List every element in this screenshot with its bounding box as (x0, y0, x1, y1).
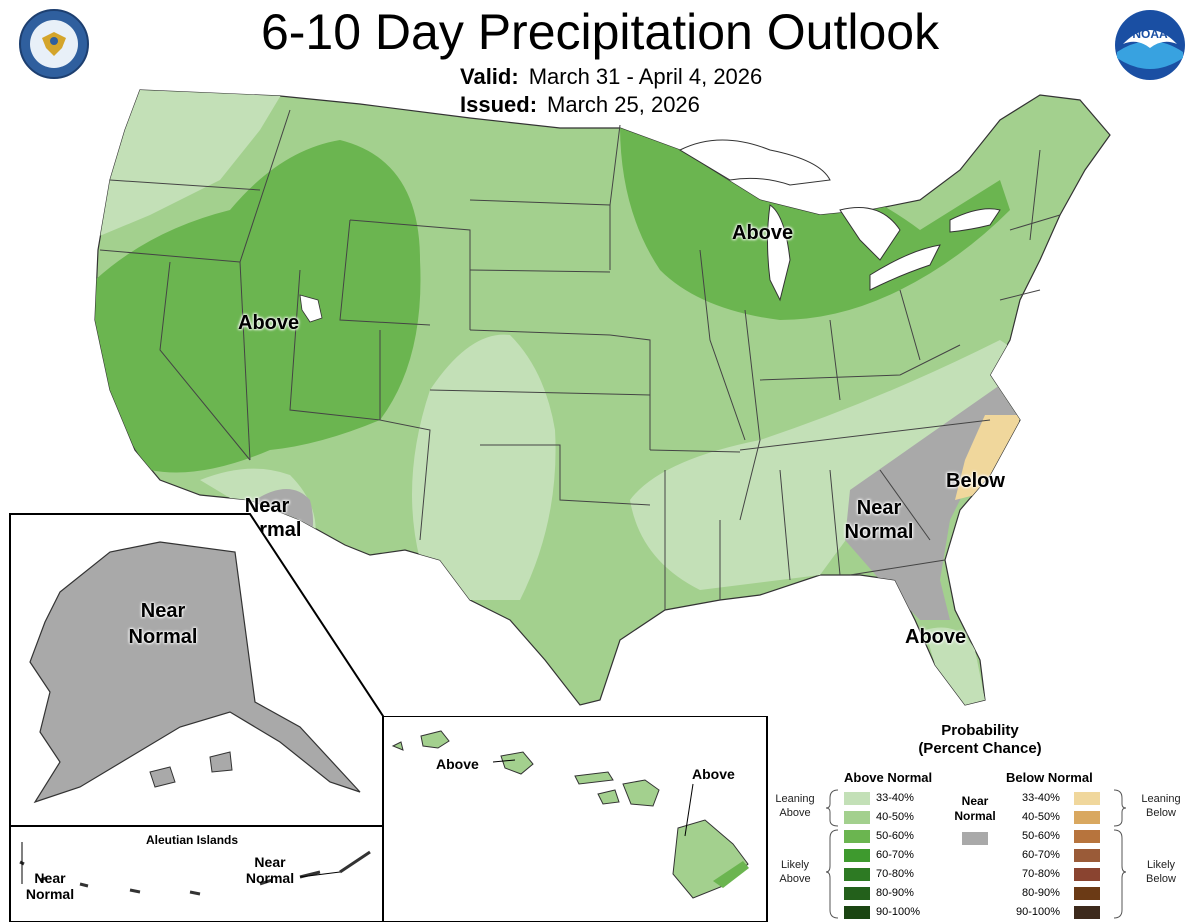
west-likely-above (95, 140, 421, 473)
pct-below-80-90: 80-90% (1022, 887, 1060, 899)
label-west-above: Above (238, 312, 300, 334)
issued-label: Issued: (460, 92, 538, 117)
legend-leaning-below: Leaning Below (1134, 792, 1188, 820)
label-hawaii-oahu-above: Above (436, 756, 479, 772)
legend-likely-above: Likely Above (768, 858, 822, 886)
pct-below-40-50: 40-50% (1022, 811, 1060, 823)
valid-value: March 31 - April 4, 2026 (528, 64, 763, 89)
swatch-above-60-70 (844, 849, 870, 862)
legend-likely-above-line1: Likely (780, 859, 810, 871)
pct-below-50-60: 50-60% (1022, 830, 1060, 842)
pct-below-60-70: 60-70% (1022, 849, 1060, 861)
pct-above-33-40: 33-40% (876, 792, 914, 804)
pct-below-70-80: 70-80% (1022, 868, 1060, 880)
swatch-above-33-40 (844, 792, 870, 805)
label-carolina-below: Below (946, 470, 1005, 492)
swatch-below-70-80 (1074, 868, 1100, 881)
swatch-above-50-60 (844, 830, 870, 843)
big-island-likely-above (713, 861, 749, 888)
legend-above-heading: Above Normal (844, 770, 933, 785)
pct-above-50-60: 50-60% (876, 830, 914, 842)
swatch-above-70-80 (844, 868, 870, 881)
legend-title-line1: Probability (941, 722, 1019, 739)
pacific-northwest-leaning-above (95, 90, 290, 240)
legend-below-braces (1113, 789, 1127, 919)
swatch-near-normal (962, 832, 988, 845)
label-aleutian-west-near-normal: Near Normal (25, 870, 75, 902)
pct-above-60-70: 60-70% (876, 849, 914, 861)
legend-leaning-above-line1: Leaning (775, 793, 815, 805)
southeast-leaning-above (630, 340, 1030, 590)
legend-near-normal-line1: Near (961, 794, 989, 808)
swatch-below-90-100 (1074, 906, 1100, 919)
pct-above-90-100: 90-100% (876, 906, 921, 918)
pct-above-40-50: 40-50% (876, 811, 914, 823)
legend-likely-below: Likely Below (1134, 858, 1188, 886)
swatch-below-40-50 (1074, 811, 1100, 824)
legend-near-normal-line2: Normal (954, 809, 996, 823)
lake-superior (678, 139, 831, 186)
issued-date: Issued: March 25, 2026 (460, 92, 700, 118)
pct-below-90-100: 90-100% (1016, 906, 1061, 918)
pct-above-70-80: 70-80% (876, 868, 914, 880)
legend-title: Probability (Percent Chance) (880, 722, 1080, 758)
pct-below-33-40: 33-40% (1022, 792, 1060, 804)
lake-ontario (949, 208, 1001, 233)
swatch-below-33-40 (1074, 792, 1100, 805)
lake-michigan (767, 204, 791, 302)
label-hawaii-big-island-above: Above (692, 766, 735, 782)
label-aleutian-east-near-normal: Near Normal (245, 854, 295, 886)
kauai (420, 730, 450, 749)
label-midwest-above: Above (732, 222, 794, 244)
swatch-above-80-90 (844, 887, 870, 900)
probability-legend: Probability (Percent Chance) Above Norma… (760, 722, 1200, 922)
hawaii-inset (383, 716, 768, 922)
alaska-near-normal (29, 541, 361, 804)
legend-leaning-above: Leaning Above (768, 792, 822, 820)
southern-plains-leaning-above (412, 334, 556, 600)
page-title: 6-10 Day Precipitation Outlook (260, 4, 940, 60)
legend-leaning-below-line2: Below (1146, 807, 1176, 819)
legend-leaning-below-line1: Leaning (1141, 793, 1181, 805)
legend-title-line2: (Percent Chance) (918, 740, 1042, 757)
lake-erie (869, 244, 941, 291)
swatch-below-80-90 (1074, 887, 1100, 900)
carolina-leaning-below (955, 415, 1020, 500)
valid-dates: Valid: March 31 - April 4, 2026 (460, 64, 762, 90)
oahu (500, 751, 534, 775)
label-florida-above: Above (905, 626, 967, 648)
commerce-seal-icon (19, 9, 89, 79)
legend-below-heading: Below Normal (1006, 770, 1093, 785)
pct-above-80-90: 80-90% (876, 887, 914, 899)
swatch-above-40-50 (844, 811, 870, 824)
alaska-inset (9, 513, 384, 922)
legend-near-normal: Near Normal (950, 794, 1000, 824)
lanai (597, 789, 620, 805)
noaa-logo-icon: NOAA (1115, 10, 1185, 80)
valid-label: Valid: (460, 64, 519, 89)
legend-above-braces (825, 789, 839, 919)
state-boundaries (99, 109, 1061, 610)
label-southeast-near-normal: Near Normal (844, 497, 914, 543)
label-aleutian-islands-title: Aleutian Islands (146, 833, 239, 847)
noaa-logo-text: NOAA (1132, 27, 1168, 41)
florida-leaning-above (925, 627, 985, 705)
molokai (574, 771, 614, 785)
legend-likely-below-line2: Below (1146, 873, 1176, 885)
legend-leaning-above-line2: Above (779, 807, 811, 819)
great-salt-lake (299, 294, 323, 323)
swatch-below-50-60 (1074, 830, 1100, 843)
label-alaska-near-normal: Near Normal (128, 600, 198, 648)
swatch-above-90-100 (844, 906, 870, 919)
maui (622, 779, 660, 807)
swatch-below-60-70 (1074, 849, 1100, 862)
legend-likely-below-line1: Likely (1146, 859, 1176, 871)
legend-likely-above-line2: Above (779, 873, 811, 885)
lake-huron (839, 207, 901, 261)
issued-value: March 25, 2026 (547, 92, 700, 117)
